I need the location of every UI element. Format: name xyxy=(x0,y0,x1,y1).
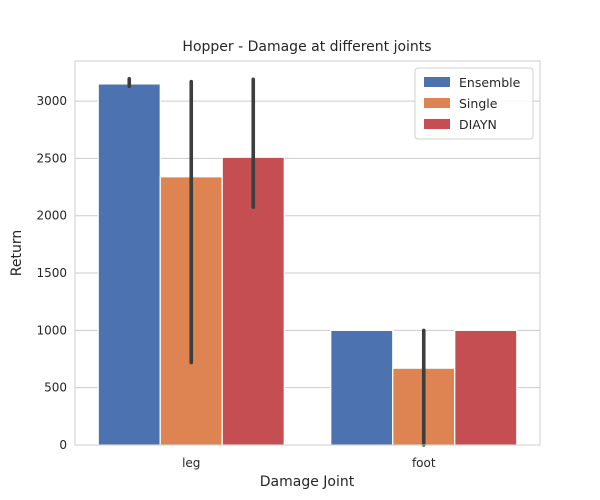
legend-swatch-diayn xyxy=(424,119,450,129)
legend-swatch-ensemble xyxy=(424,77,450,87)
legend-label-single: Single xyxy=(459,96,498,111)
legend: Ensemble Single DIAYN xyxy=(414,67,534,140)
bar-ensemble-foot xyxy=(330,329,394,446)
y-tick-label: 1500 xyxy=(36,266,67,280)
y-tick-label: 3000 xyxy=(36,94,67,108)
error-bars xyxy=(127,76,426,447)
legend-swatch-single xyxy=(424,98,450,108)
y-axis-label: Return xyxy=(9,230,25,276)
x-tick-label: leg xyxy=(182,456,200,470)
y-tick-label: 500 xyxy=(44,381,67,395)
y-tick-label: 2000 xyxy=(36,209,67,223)
y-tick-label: 1000 xyxy=(36,323,67,337)
x-axis-label: Damage Joint xyxy=(260,474,355,490)
y-tick-label: 0 xyxy=(59,438,67,452)
x-tick-label: foot xyxy=(412,456,436,470)
legend-label-ensemble: Ensemble xyxy=(459,75,521,90)
legend-label-diayn: DIAYN xyxy=(459,117,497,132)
chart-title: Hopper - Damage at different joints xyxy=(182,39,431,55)
y-axis-ticks: 0 500 1000 1500 2000 2500 3000 xyxy=(36,94,67,452)
plot-area-frame xyxy=(74,60,541,446)
y-tick-label: 2500 xyxy=(36,151,67,165)
bar-diayn-foot xyxy=(454,329,518,446)
bar-ensemble-leg xyxy=(97,83,161,446)
x-axis-ticks: leg foot xyxy=(182,456,436,470)
